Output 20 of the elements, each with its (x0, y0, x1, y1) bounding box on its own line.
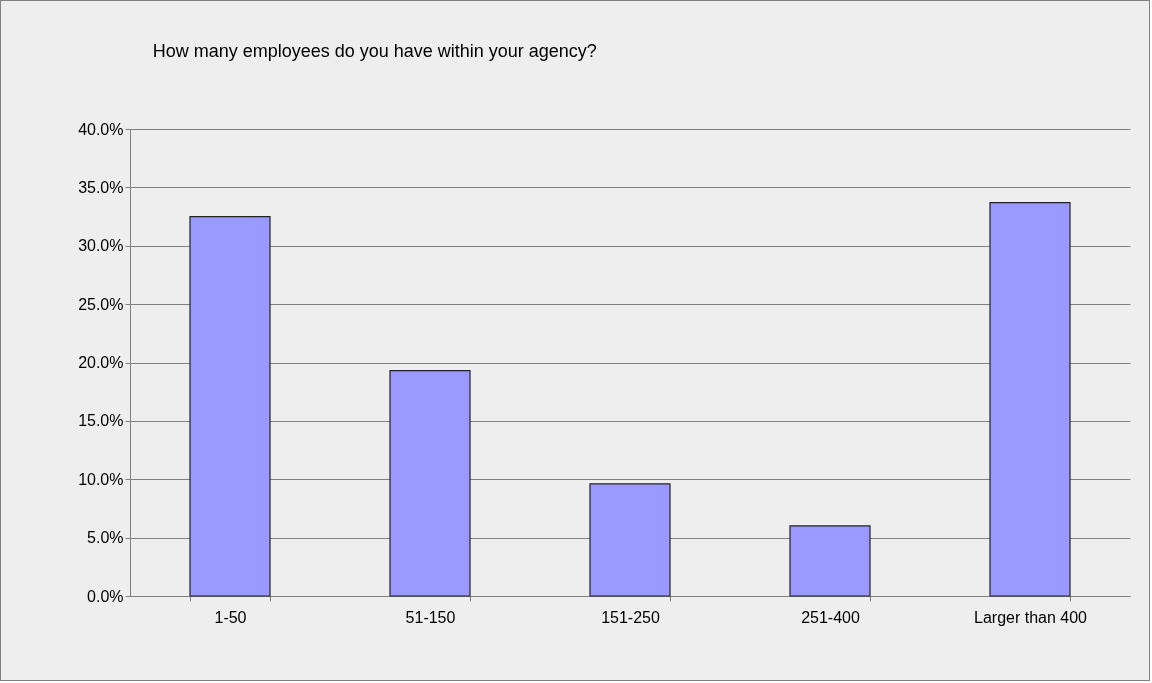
x-tick-label: 251-400 (801, 608, 860, 626)
x-tick-label: Larger than 400 (974, 608, 1088, 626)
bar (189, 215, 271, 597)
y-tick-label: 0.0% (87, 587, 124, 605)
bar (989, 201, 1071, 597)
y-tick-label: 10.0% (78, 470, 124, 488)
y-tick-label: 30.0% (78, 237, 124, 255)
y-tick-label: 35.0% (78, 178, 124, 196)
bar (789, 525, 871, 597)
y-tick-label: 20.0% (78, 354, 124, 371)
x-tick-label: 151-250 (601, 608, 660, 626)
bar (389, 370, 471, 597)
x-tick-label: 1-50 (214, 608, 247, 626)
y-tick-label: 15.0% (78, 412, 124, 430)
bar (589, 483, 671, 597)
x-tick-label: 51-150 (405, 608, 456, 626)
y-tick-label: 40.0% (78, 120, 124, 138)
y-tick-label: 25.0% (78, 295, 124, 313)
chart-title: How many employees do you have within your agency? (152, 41, 597, 61)
y-tick-label: 5.0% (87, 529, 124, 547)
